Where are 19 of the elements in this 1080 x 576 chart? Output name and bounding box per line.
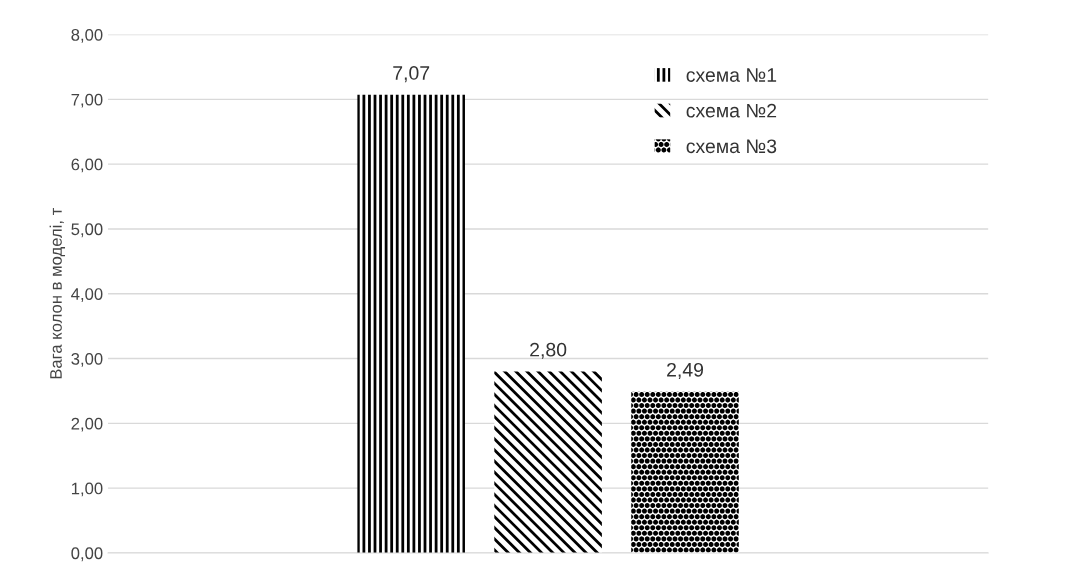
data-label: 7,07 (393, 66, 430, 83)
legend-label: схема №1 (686, 68, 777, 82)
y-tick-label: 3,00 (71, 352, 103, 367)
legend-label: схема №2 (686, 103, 777, 118)
y-tick-label: 6,00 (71, 158, 103, 173)
bar (631, 391, 739, 553)
data-label: 2,49 (667, 362, 704, 379)
bar (494, 371, 602, 553)
bar (357, 94, 465, 553)
y-tick-label: 2,00 (71, 417, 103, 432)
y-tick-label: 4,00 (71, 288, 103, 302)
y-tick-label: 5,00 (71, 223, 103, 238)
y-tick-label: 7,00 (71, 93, 103, 108)
legend-label: схема №3 (686, 139, 777, 154)
y-axis-title: Вага колон в моделі, т (49, 208, 66, 379)
y-tick-label: 1,00 (71, 482, 103, 497)
y-tick-label: 0,00 (71, 547, 103, 562)
y-tick-label: 8,00 (71, 28, 103, 43)
data-label: 2,80 (530, 342, 567, 359)
